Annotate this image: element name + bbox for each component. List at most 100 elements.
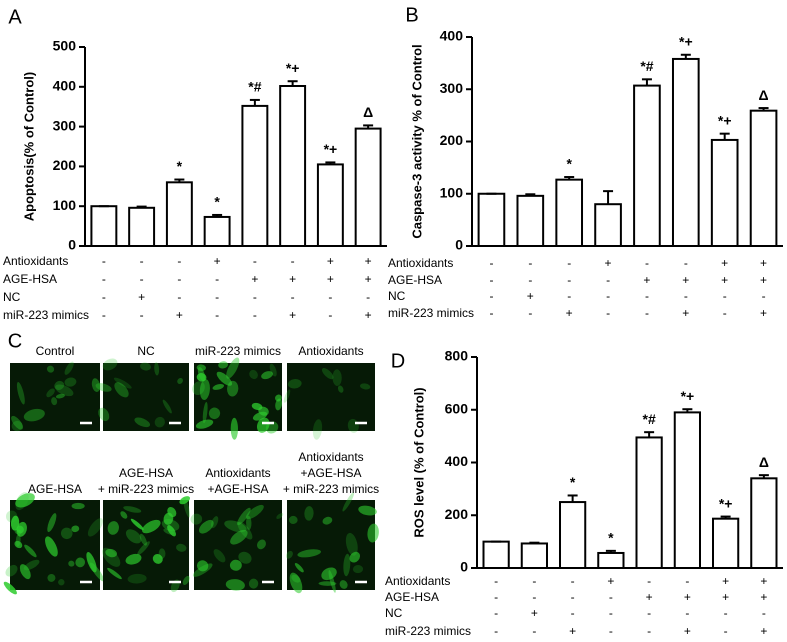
cell — [224, 520, 247, 533]
panel-label: B — [405, 4, 418, 26]
treatment-sign: - — [215, 272, 219, 286]
treatment-sign: + — [682, 273, 689, 287]
cell — [71, 502, 85, 510]
cell — [229, 559, 242, 571]
treatment-sign: - — [762, 606, 766, 620]
y-tick-label: 500 — [53, 38, 77, 54]
significance-mark: * — [177, 158, 183, 174]
treatment-sign: + — [760, 624, 767, 638]
treatment-sign: - — [215, 290, 219, 304]
cell — [125, 553, 142, 565]
significance-mark: * — [570, 474, 576, 490]
cell — [257, 539, 266, 550]
cell — [102, 358, 118, 371]
treatment-sign: + — [365, 272, 372, 286]
cell — [162, 399, 172, 414]
cell — [47, 513, 57, 533]
image-caption: Control — [36, 344, 75, 358]
cell — [102, 547, 121, 567]
significance-mark: *+ — [681, 388, 695, 404]
cell — [47, 573, 56, 582]
micrograph — [283, 363, 375, 440]
treatment-sign: - — [532, 624, 536, 638]
significance-mark: Δ — [759, 454, 769, 470]
treatment-sign: - — [647, 606, 651, 620]
cell — [54, 380, 65, 391]
cell — [154, 362, 160, 376]
treatment-sign: - — [571, 590, 575, 604]
cell — [321, 368, 334, 380]
bar — [710, 138, 739, 247]
cell — [16, 381, 25, 405]
cell — [64, 377, 77, 387]
y-axis-label: Caspase-3 activity % of Control — [409, 44, 424, 238]
cell — [179, 496, 190, 505]
cell — [3, 581, 17, 595]
y-tick-label: 0 — [68, 237, 76, 253]
significance-mark: *+ — [718, 112, 732, 128]
cell — [332, 369, 342, 386]
treatment-sign: - — [528, 306, 532, 320]
bar — [516, 194, 545, 247]
cell — [23, 408, 45, 422]
cell — [230, 417, 239, 440]
y-axis-label: ROS level (% of Control) — [411, 387, 426, 537]
cell — [237, 507, 251, 526]
panel-label: D — [391, 350, 405, 372]
treatment-sign: - — [609, 606, 613, 620]
micrograph — [190, 500, 284, 591]
cell — [230, 529, 248, 545]
cell — [297, 549, 322, 558]
cell — [55, 393, 65, 399]
treatment-name: miR-223 mimics — [388, 306, 474, 320]
significance-mark: *+ — [679, 33, 693, 49]
treatment-sign: + — [684, 590, 691, 604]
cell — [195, 419, 214, 429]
significance-mark: *# — [248, 79, 261, 95]
cell — [107, 567, 122, 580]
treatment-sign: - — [724, 624, 728, 638]
y-tick-label: 400 — [445, 453, 469, 469]
cell — [349, 551, 361, 563]
cell — [123, 506, 142, 513]
y-tick-label: 400 — [440, 28, 464, 44]
significance-mark: *# — [640, 58, 653, 74]
treatment-sign: + — [138, 290, 145, 304]
treatment-name: Antioxidants — [3, 254, 68, 268]
treatment-sign: - — [684, 256, 688, 270]
cell — [183, 497, 191, 518]
bar — [559, 501, 587, 569]
treatment-sign: + — [760, 273, 767, 287]
treatment-sign: + — [721, 273, 728, 287]
treatment-sign: - — [489, 256, 493, 270]
cell — [127, 573, 147, 584]
treatment-name: AGE-HSA — [3, 272, 57, 286]
significance-mark: Δ — [363, 104, 373, 120]
treatment-sign: + — [251, 272, 258, 286]
treatment-sign: + — [569, 624, 576, 638]
treatment-sign: - — [609, 624, 613, 638]
cell — [142, 519, 161, 534]
treatment-sign: - — [494, 574, 498, 588]
significance-mark: * — [608, 530, 614, 546]
treatment-sign: - — [494, 590, 498, 604]
bar — [635, 436, 663, 569]
treatment-sign: - — [532, 574, 536, 588]
treatment-sign: - — [489, 273, 493, 287]
cell — [91, 378, 101, 392]
image-caption: Antioxidants — [298, 344, 363, 358]
image-caption: + miR-223 mimics — [283, 482, 379, 496]
treatment-sign: + — [760, 574, 767, 588]
treatment-sign: - — [253, 290, 257, 304]
cell — [287, 379, 302, 389]
treatment-sign: - — [177, 254, 181, 268]
image-background — [194, 500, 282, 590]
treatment-sign: - — [489, 306, 493, 320]
bar — [671, 57, 700, 247]
cell — [154, 416, 165, 428]
image-caption: AGE-HSA — [119, 466, 173, 480]
cell — [182, 575, 190, 585]
cell — [312, 419, 323, 440]
cell — [199, 379, 210, 400]
cell — [51, 397, 58, 406]
